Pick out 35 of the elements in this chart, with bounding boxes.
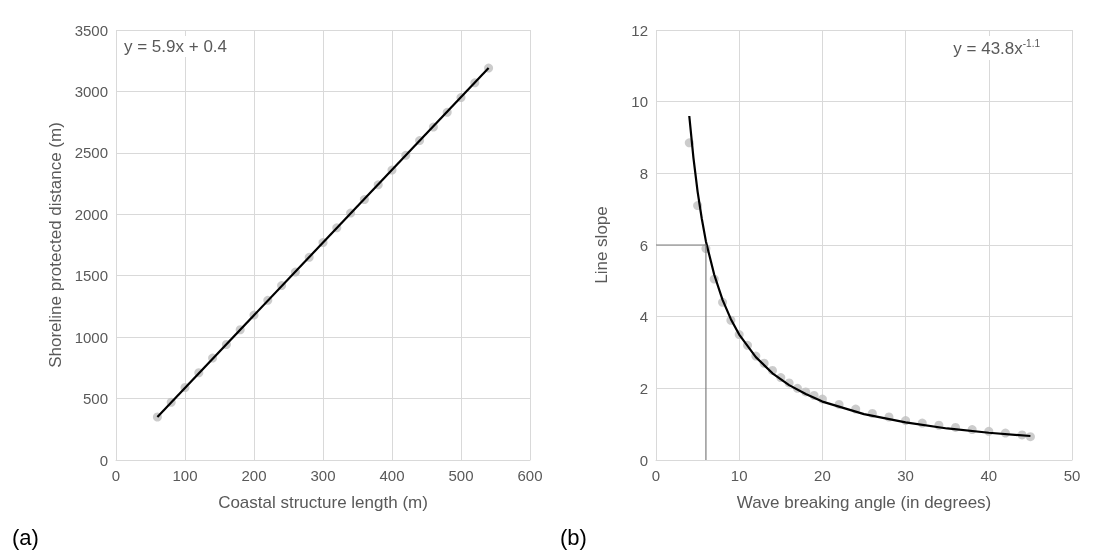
x-tick-label: 500 [448,467,474,484]
y-tick-label: 2000 [74,205,108,223]
x-tick-label: 0 [651,467,661,484]
y-axis-title: Shoreline protected distance (m) [45,122,65,368]
x-tick-label: 30 [897,467,914,484]
y-tick-label: 1000 [74,328,108,346]
x-tick-label: 300 [310,467,336,484]
x-tick-label: 600 [517,467,543,484]
x-tick-label: 50 [1063,467,1081,484]
text: (a) [12,524,39,550]
y-axis-title: Line slope [592,206,611,284]
x-tick-label: 200 [241,467,267,484]
y-tick-label: 0 [639,451,648,469]
x-tick-label: 10 [730,467,748,484]
x-tick-label: 20 [814,467,831,484]
y-tick-label: 500 [82,390,108,408]
y-tick-label: 2500 [74,144,108,162]
y-tick-label: 1500 [74,267,108,285]
x-axis-title: Wave breaking angle (in degrees) [736,493,992,512]
annotation: y = 5.9x + 0.4 [124,37,228,56]
x-tick-label: 40 [980,467,998,484]
y-tick-label: 8 [639,164,648,182]
x-tick-label: 100 [172,467,198,484]
x-tick-label: 400 [379,467,405,484]
y-tick-label: 0 [99,451,108,469]
y-tick-label: 4 [639,308,648,326]
x-axis-title: Coastal structure length (m) [218,493,428,512]
y-tick-label: 10 [631,93,648,111]
x-tick-label: 0 [111,467,121,484]
y-tick-label: 2 [639,379,648,397]
y-tick-label: 6 [639,236,648,254]
y-tick-label: 3500 [74,21,108,39]
y-tick-label: 12 [631,21,648,39]
text: (b) [560,524,587,550]
y-tick-label: 3000 [74,82,108,100]
